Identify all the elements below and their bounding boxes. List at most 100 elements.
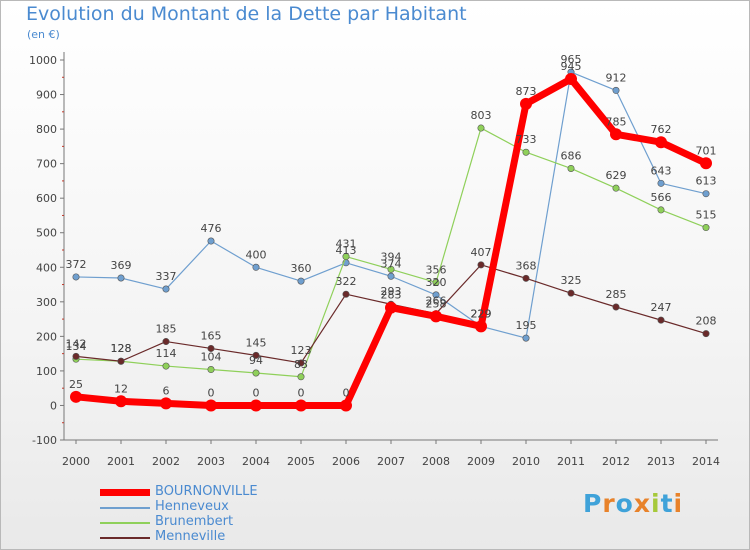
y-tick-label: 1000 xyxy=(29,54,57,67)
x-tick-label: 2014 xyxy=(692,455,720,468)
data-point xyxy=(340,399,352,412)
data-point xyxy=(250,399,262,412)
data-label: 320 xyxy=(426,276,447,289)
x-tick-label: 2000 xyxy=(62,455,90,468)
data-point xyxy=(657,179,665,187)
legend-label: Brunembert xyxy=(155,514,234,529)
legend-swatch xyxy=(100,489,150,496)
y-tick-label: 800 xyxy=(36,123,57,136)
data-point xyxy=(387,272,395,280)
data-label: 643 xyxy=(651,164,672,177)
data-point xyxy=(72,352,80,360)
data-label: 266 xyxy=(426,295,447,308)
data-label: 208 xyxy=(696,315,717,328)
logo-letter: P xyxy=(583,489,603,518)
data-label: 145 xyxy=(246,336,267,349)
data-label: 368 xyxy=(516,259,537,272)
data-point xyxy=(567,164,575,172)
data-label: 360 xyxy=(291,262,312,275)
data-point xyxy=(342,290,350,298)
data-point xyxy=(117,357,125,365)
x-tick-label: 2007 xyxy=(377,455,405,468)
data-label: 566 xyxy=(651,191,672,204)
data-point xyxy=(72,273,80,281)
y-tick-label: 200 xyxy=(36,330,57,343)
legend-swatch xyxy=(100,522,150,524)
data-label: 128 xyxy=(111,342,132,355)
data-label: 165 xyxy=(201,329,222,342)
data-label: 134 xyxy=(66,340,87,353)
proxiti-logo: Proxiti xyxy=(583,489,683,518)
chart-title: Evolution du Montant de la Dette par Hab… xyxy=(26,3,467,25)
data-point xyxy=(387,265,395,273)
logo-letter: r xyxy=(602,489,616,518)
data-point xyxy=(522,334,530,342)
data-label: 369 xyxy=(111,259,132,272)
x-tick-label: 2009 xyxy=(467,455,495,468)
data-label: 337 xyxy=(156,270,177,283)
logo-letter: x xyxy=(633,489,651,518)
data-point xyxy=(432,291,440,299)
data-point xyxy=(207,344,215,352)
data-label: 25 xyxy=(69,378,83,391)
data-point xyxy=(612,184,620,192)
x-tick-label: 2006 xyxy=(332,455,360,468)
logo-letter: o xyxy=(615,489,634,518)
data-point xyxy=(565,73,577,85)
data-label: 104 xyxy=(201,351,222,364)
data-point xyxy=(252,351,260,359)
data-label: 0 xyxy=(298,386,305,399)
data-label: 247 xyxy=(651,301,672,314)
data-point xyxy=(700,157,712,170)
data-label: 0 xyxy=(208,386,215,399)
data-label: 394 xyxy=(381,250,402,263)
data-label: 142 xyxy=(66,337,87,350)
data-point xyxy=(160,397,172,410)
data-point xyxy=(702,190,710,198)
data-label: 128 xyxy=(111,342,132,355)
data-point xyxy=(702,224,710,232)
data-label: 83 xyxy=(294,358,308,371)
data-point xyxy=(385,301,397,314)
data-point xyxy=(657,316,665,324)
data-label: 803 xyxy=(471,109,492,122)
data-label: 413 xyxy=(336,244,357,257)
data-point xyxy=(567,289,575,297)
legend-label: Henneveux xyxy=(155,499,229,514)
data-label: 686 xyxy=(561,149,582,162)
data-point xyxy=(522,148,530,156)
data-label: 0 xyxy=(343,386,350,399)
data-label: 431 xyxy=(336,238,357,251)
data-label: 945 xyxy=(561,60,582,73)
logo-letter: i xyxy=(651,489,661,518)
legend-swatch xyxy=(100,537,150,539)
data-label: 965 xyxy=(561,53,582,66)
data-point xyxy=(657,206,665,214)
legend-label: BOURNONVILLE xyxy=(155,484,258,499)
data-label: 515 xyxy=(696,209,717,222)
data-label: 629 xyxy=(606,169,627,182)
x-tick-label: 2005 xyxy=(287,455,315,468)
logo-letter: t xyxy=(660,489,674,518)
data-label: 873 xyxy=(516,85,537,98)
y-tick-label: 500 xyxy=(36,227,57,240)
data-label: 374 xyxy=(381,257,402,270)
data-point xyxy=(342,253,350,261)
y-tick-label: 100 xyxy=(36,365,57,378)
data-label: 114 xyxy=(156,347,177,360)
x-tick-label: 2011 xyxy=(557,455,585,468)
data-point xyxy=(297,373,305,381)
data-label: 613 xyxy=(696,175,717,188)
legend-label: Menneville xyxy=(155,529,226,544)
y-tick-label: 700 xyxy=(36,158,57,171)
x-tick-label: 2008 xyxy=(422,455,450,468)
data-point xyxy=(297,359,305,367)
x-tick-label: 2002 xyxy=(152,455,180,468)
data-point xyxy=(162,338,170,346)
data-point xyxy=(477,124,485,132)
data-label: 229 xyxy=(471,307,492,320)
data-point xyxy=(117,274,125,282)
y-tick-label: 400 xyxy=(36,261,57,274)
y-tick-label: 300 xyxy=(36,296,57,309)
